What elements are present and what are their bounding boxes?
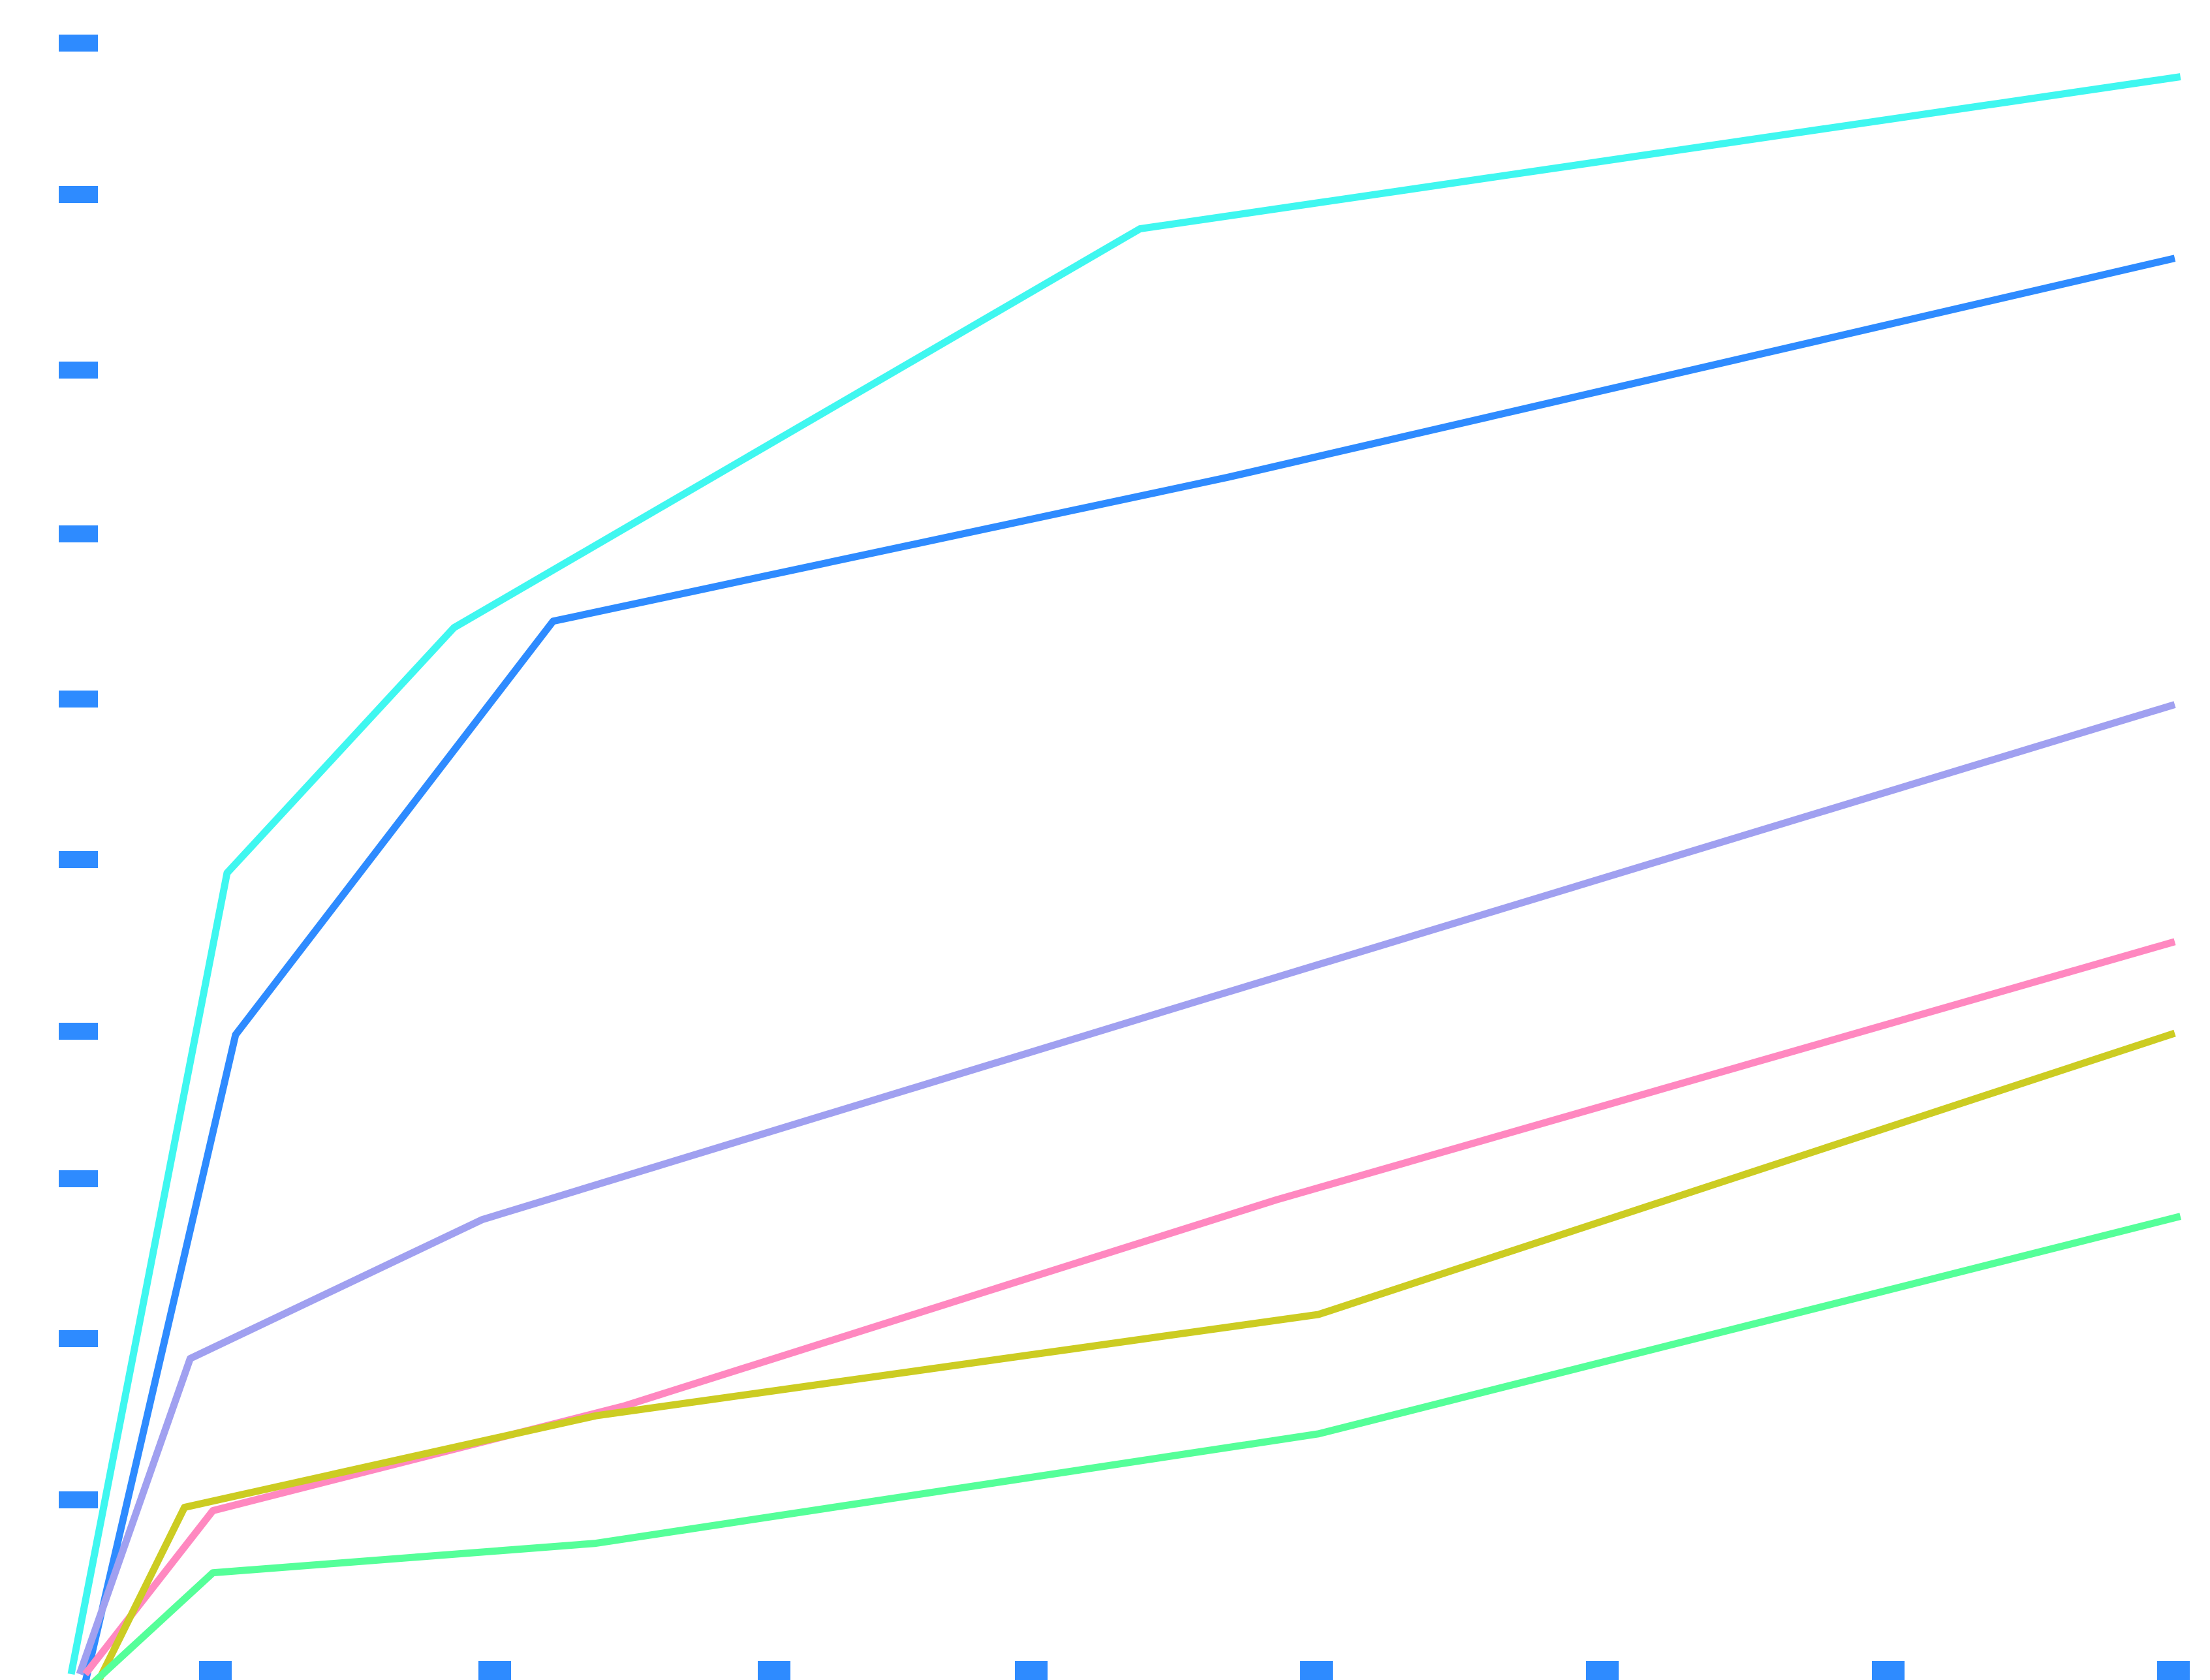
x-tick-mark bbox=[1872, 1661, 1905, 1680]
y-tick-mark bbox=[59, 1023, 98, 1040]
series-layer bbox=[67, 73, 2182, 1680]
series-line-1 bbox=[67, 73, 2181, 1675]
x-tick-mark bbox=[199, 1661, 232, 1680]
y-tick-mark bbox=[59, 691, 98, 708]
series-line-6 bbox=[91, 1213, 2182, 1680]
y-tick-mark bbox=[59, 525, 98, 542]
y-tick-mark bbox=[59, 1491, 98, 1508]
x-tick-mark bbox=[478, 1661, 511, 1680]
series-line-3 bbox=[76, 701, 2176, 1675]
x-tick-mark bbox=[1300, 1661, 1333, 1680]
y-tick-mark bbox=[59, 186, 98, 203]
x-tick-mark bbox=[758, 1661, 790, 1680]
x-tick-mark bbox=[1586, 1661, 1619, 1680]
x-axis-ticks bbox=[199, 1661, 2190, 1680]
series-line-4 bbox=[82, 938, 2176, 1677]
series-line-2 bbox=[82, 255, 2176, 1680]
series-line-5 bbox=[95, 1029, 2176, 1680]
x-tick-mark bbox=[1015, 1661, 1048, 1680]
y-tick-mark bbox=[59, 362, 98, 379]
x-tick-mark bbox=[2157, 1661, 2190, 1680]
y-axis-ticks bbox=[59, 35, 98, 1508]
y-tick-mark bbox=[59, 851, 98, 868]
y-tick-mark bbox=[59, 1170, 98, 1187]
y-tick-mark bbox=[59, 35, 98, 52]
y-tick-mark bbox=[59, 1330, 98, 1347]
